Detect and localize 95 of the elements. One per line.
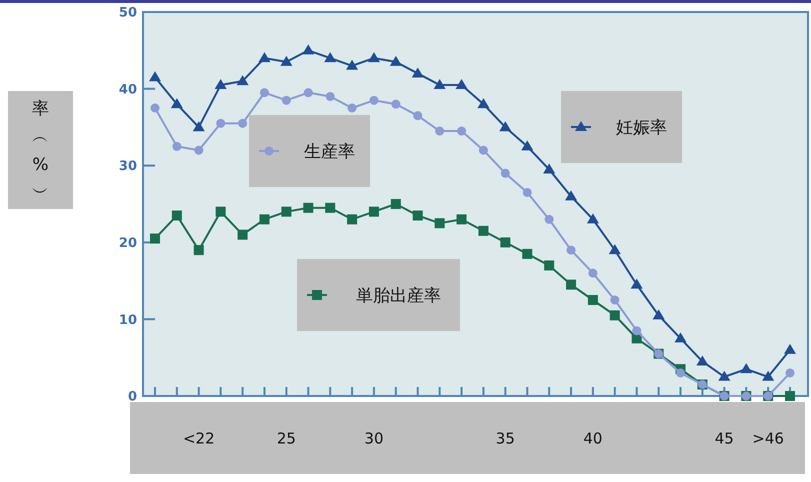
point <box>304 88 313 98</box>
point <box>149 71 161 82</box>
legend-label: 妊娠率 <box>616 118 667 138</box>
point <box>346 60 358 70</box>
y-tick-label: 10 <box>118 312 137 328</box>
point <box>588 295 598 305</box>
point <box>260 88 269 98</box>
x-tick-label: <22 <box>182 429 215 448</box>
point <box>543 163 556 174</box>
point <box>194 245 204 256</box>
point <box>500 237 510 248</box>
point <box>216 118 226 128</box>
point <box>236 75 249 86</box>
point <box>608 244 621 254</box>
point <box>740 363 752 374</box>
point <box>238 230 248 240</box>
point <box>150 234 160 244</box>
point <box>238 118 248 128</box>
x-tick-label: 30 <box>364 429 384 448</box>
point <box>588 268 598 278</box>
point <box>216 206 226 217</box>
point <box>303 202 314 213</box>
y-tick-label: 20 <box>118 236 137 251</box>
point <box>348 104 357 112</box>
legend-label: 生産率 <box>304 142 355 162</box>
point <box>390 56 402 66</box>
point <box>610 310 620 320</box>
point <box>477 98 490 108</box>
point <box>786 368 794 378</box>
point <box>785 391 795 401</box>
y-tick-label: 0 <box>128 390 137 405</box>
point <box>762 370 774 381</box>
point <box>434 78 446 89</box>
point <box>412 67 424 78</box>
point <box>412 210 423 221</box>
point <box>457 126 466 136</box>
point <box>324 52 336 62</box>
point <box>718 370 730 381</box>
point <box>522 188 532 197</box>
point <box>434 218 445 228</box>
point <box>674 332 687 342</box>
y-tick-label: 30 <box>118 159 137 174</box>
point <box>632 326 642 336</box>
x-tick-label: 25 <box>276 429 296 448</box>
x-tick-label: 45 <box>714 429 734 448</box>
point <box>478 226 488 236</box>
point <box>478 146 488 155</box>
point <box>302 44 314 54</box>
point <box>347 214 358 224</box>
point <box>258 52 270 62</box>
point <box>544 260 554 270</box>
point <box>281 206 292 217</box>
point <box>784 344 796 354</box>
point <box>544 214 554 224</box>
y-tick-label: 40 <box>118 82 137 98</box>
point <box>676 368 686 378</box>
point <box>280 56 292 66</box>
point <box>170 98 183 108</box>
x-tick-label: 40 <box>583 429 602 448</box>
point <box>192 121 205 132</box>
point <box>652 309 665 320</box>
point <box>696 355 708 366</box>
point <box>610 296 620 304</box>
point <box>391 100 400 109</box>
point <box>566 246 576 255</box>
point <box>586 213 599 224</box>
point <box>369 96 378 105</box>
x-tick-label: >46 <box>752 429 784 448</box>
point <box>326 92 335 101</box>
point <box>390 199 401 209</box>
point <box>368 206 379 217</box>
point <box>630 278 643 289</box>
point <box>214 78 227 89</box>
point <box>368 52 380 62</box>
point <box>521 140 534 150</box>
point <box>500 168 510 178</box>
point <box>565 190 578 200</box>
point <box>194 146 204 155</box>
point <box>566 280 576 290</box>
point <box>172 210 182 221</box>
point <box>456 214 467 224</box>
point <box>413 111 422 120</box>
point <box>522 248 532 259</box>
point <box>172 142 182 151</box>
point <box>150 104 160 112</box>
point <box>282 96 291 105</box>
point <box>499 121 512 132</box>
legend-label: 単胎出産率 <box>356 286 441 306</box>
x-tick-label: 35 <box>496 429 515 448</box>
y-axis-title: 率︵%︶ <box>32 98 49 203</box>
point <box>325 202 336 213</box>
point <box>435 126 444 136</box>
point <box>259 214 270 224</box>
y-tick-label: 50 <box>118 6 137 21</box>
point <box>456 78 468 89</box>
